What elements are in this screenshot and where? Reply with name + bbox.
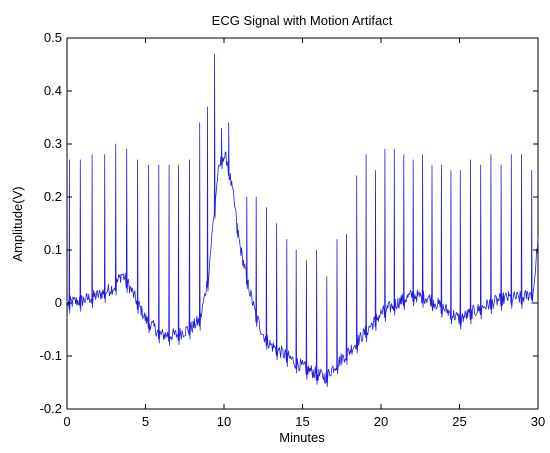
y-tick-label: 0.1 [44, 242, 62, 257]
x-axis-label: Minutes [279, 430, 325, 445]
x-tick-label: 5 [142, 414, 149, 429]
x-tick-label: 10 [217, 414, 231, 429]
x-tick-label: 15 [295, 414, 309, 429]
chart-title: ECG Signal with Motion Artifact [212, 13, 393, 28]
y-tick-label: 0.5 [44, 30, 62, 45]
x-tick-label: 30 [531, 414, 545, 429]
y-tick-label: -0.2 [40, 401, 62, 416]
y-tick-label: 0 [55, 295, 62, 310]
y-axis-label: Amplitude(V) [10, 186, 25, 261]
series-line-ecg [66, 53, 539, 388]
y-tick-label: 0.3 [44, 136, 62, 151]
plot-area [66, 37, 539, 410]
y-tick-label: 0.4 [44, 83, 62, 98]
axis-ticks: 0 5 10 15 20 25 30 -0.2 -0.1 0 0.1 0.2 0.3 0.4 0.5 [40, 30, 546, 429]
axes-frame [66, 37, 539, 410]
y-tick-label: -0.1 [40, 348, 62, 363]
x-tick-label: 0 [63, 414, 70, 429]
x-tick-label: 20 [374, 414, 388, 429]
y-tick-label: 0.2 [44, 189, 62, 204]
x-tick-label: 25 [452, 414, 466, 429]
